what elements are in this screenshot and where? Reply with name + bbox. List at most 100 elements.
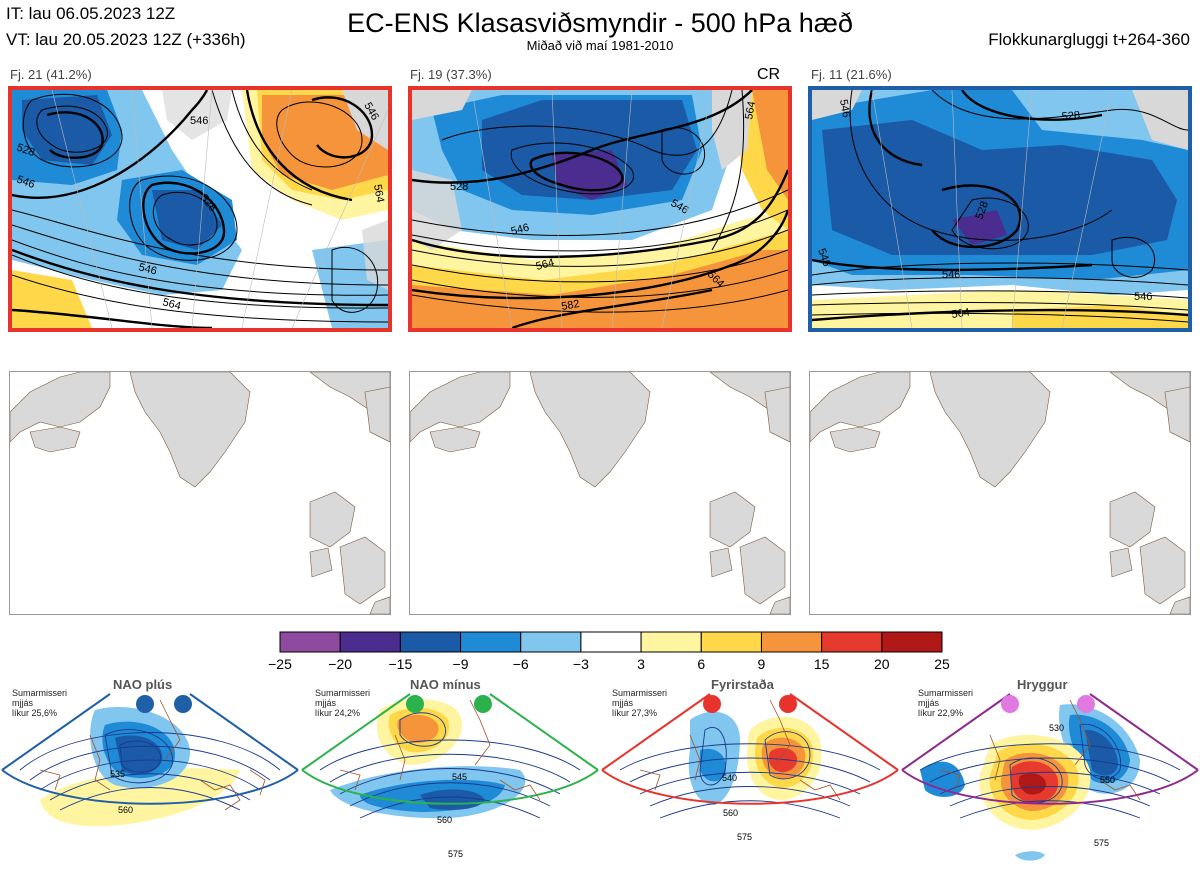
colorbar-tick-label: 3 (637, 656, 645, 672)
colorbar-tick-label: −9 (452, 656, 469, 672)
colorbar-segment (339, 631, 401, 653)
contour-label: 582 (560, 298, 580, 313)
regime-1-info: Sumarmisseri mjjás líkur 25,6% (12, 688, 67, 718)
contour-label: 564 (161, 296, 182, 312)
cluster-2-tag: CR (757, 66, 781, 83)
regime-3-info: Sumarmisseri mjjás líkur 27,3% (612, 688, 667, 718)
contour-label: 546 (190, 115, 208, 127)
regime-panels: 535 560 545 560 575 (1, 693, 1199, 861)
regime-4-info: Sumarmisseri mjjás líkur 22,9% (918, 688, 973, 718)
colorbar-segment (700, 631, 762, 653)
colorbar-segment (460, 631, 522, 653)
cluster-2-label: Fj. 19 (37.3%) (410, 67, 492, 82)
colorbar-tick-label: −20 (328, 656, 353, 672)
regime-contour-label: 560 (118, 805, 133, 815)
regime-contour-label: 560 (723, 808, 738, 818)
regime-blocking-map: 540 560 575 (601, 693, 899, 842)
regime-contour-label: 575 (448, 849, 463, 859)
colorbar-segment (821, 631, 883, 653)
page-title: EC-ENS Klasasviðsmyndir - 500 hPa hæð (347, 8, 853, 38)
regime-marker-1a (136, 695, 154, 713)
contour-label: 528 (450, 181, 468, 193)
regime-marker-4a (1001, 695, 1019, 713)
regime-3-probability: líkur 27,3% (612, 708, 658, 718)
contour-label: 546 (942, 269, 960, 281)
regime-1-months: mjjás (12, 698, 34, 708)
colorbar-segment (580, 631, 642, 653)
colorbar-tick-label: 25 (934, 656, 950, 672)
colorbar-segment (520, 631, 582, 653)
valid-time: VT: lau 20.05.2023 12Z (+336h) (6, 30, 246, 49)
contour-label: 528 (1061, 109, 1080, 123)
page-subtitle: Miðað við maí 1981-2010 (526, 38, 674, 53)
init-time: IT: lau 06.05.2023 12Z (6, 4, 176, 23)
regime-1-season: Sumarmisseri (12, 688, 68, 698)
regime-2-months: mjjás (315, 698, 337, 708)
contour-label: 564 (371, 183, 386, 203)
contour-label: 546 (510, 222, 531, 238)
contour-label: 564 (951, 307, 971, 321)
contour-label: 528 (15, 142, 36, 160)
regime-contour-label: 530 (1049, 723, 1064, 733)
regime-3-months: mjjás (612, 698, 634, 708)
empty-map-1 (9, 371, 391, 615)
cluster-2-map: 528 546 564 582 546 564 564 (408, 86, 792, 332)
contour-label: 546 (1134, 291, 1152, 303)
regime-4-months: mjjás (918, 698, 940, 708)
regime-2-info: Sumarmisseri mjjás líkur 24,2% (315, 688, 370, 718)
regime-4-name: Hryggur (1017, 677, 1068, 692)
cluster-3-label: Fj. 11 (21.6%) (811, 67, 892, 82)
regime-1-name: NAO plús (113, 677, 173, 692)
colorbar-tick-label: 15 (813, 656, 830, 672)
regime-contour-label: 550 (1100, 775, 1115, 785)
colorbar-tick-label: 20 (874, 656, 890, 672)
regime-nao-minus-map: 545 560 575 (301, 693, 599, 859)
colorbar-segment (640, 631, 702, 653)
cluster-1-map: 546 528 546 564 528 546 546 564 (8, 86, 392, 332)
regime-marker-2b (474, 695, 492, 713)
regime-contour-label: 535 (110, 769, 125, 779)
colorbar-tick-label: 6 (697, 656, 706, 672)
cluster-1-label: Fj. 21 (41.2%) (10, 67, 92, 82)
regime-2-name: NAO mínus (410, 677, 481, 692)
regime-4-probability: líkur 22,9% (918, 708, 964, 718)
colorbar-tick-label: −25 (268, 656, 292, 672)
regime-marker-1b (174, 695, 192, 713)
contour-label: 546 (815, 247, 833, 268)
regime-contour-label: 575 (737, 832, 752, 842)
colorbar-tick-label: −15 (388, 656, 413, 672)
contour-label: 546 (137, 261, 158, 277)
regime-marker-3a (703, 695, 721, 713)
contour-label: 564 (535, 257, 556, 273)
regime-contour-label: 575 (1094, 838, 1109, 848)
colorbar-segment (760, 631, 823, 653)
regime-marker-4b (1077, 695, 1095, 713)
regime-marker-2a (406, 695, 424, 713)
regime-nao-plus-map: 535 560 (1, 693, 299, 827)
regime-3-season: Sumarmisseri (612, 688, 668, 698)
contour-label: 528 (974, 200, 992, 221)
colorbar-tick-label: −6 (512, 656, 529, 672)
colorbar (279, 631, 943, 653)
colorbar-tick-label: 9 (757, 656, 766, 672)
classification-window: Flokkunargluggi t+264-360 (988, 30, 1190, 49)
contour-label: 564 (743, 100, 758, 120)
regime-contour-label: 540 (722, 773, 737, 783)
regime-2-probability: líkur 24,2% (315, 708, 361, 718)
cluster-3-map: 528 546 546 546 564 546 528 (808, 86, 1192, 332)
regime-3-name: Fyrirstaða (711, 677, 774, 692)
colorbar-tick-label: −3 (572, 656, 589, 672)
empty-map-3 (809, 371, 1191, 615)
empty-map-2 (409, 371, 791, 615)
regime-1-probability: líkur 25,6% (12, 708, 58, 718)
colorbar-segment (881, 631, 943, 653)
colorbar-segment (399, 631, 462, 653)
regime-2-season: Sumarmisseri (315, 688, 371, 698)
regime-contour-label: 560 (437, 815, 452, 825)
contour-label: 546 (837, 98, 852, 118)
regime-ridge-map: 530 550 575 (901, 693, 1199, 861)
regime-marker-3b (779, 695, 797, 713)
regime-4-season: Sumarmisseri (918, 688, 974, 698)
regime-contour-label: 545 (452, 772, 467, 782)
contour-label: 546 (15, 174, 36, 192)
